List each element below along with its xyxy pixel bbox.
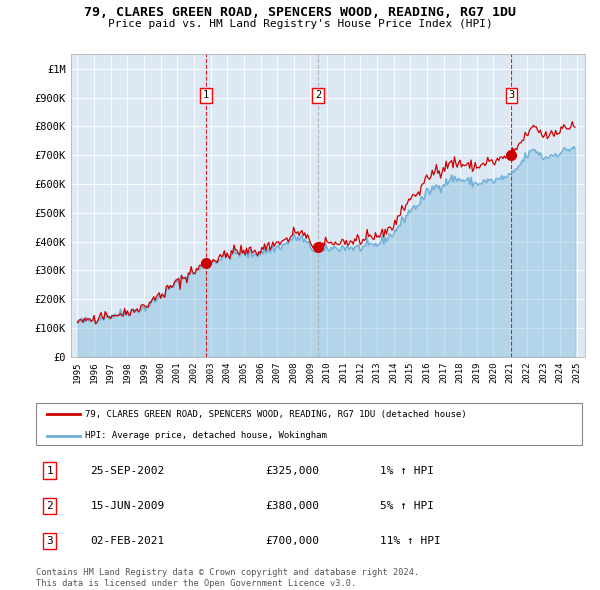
Text: 15-JUN-2009: 15-JUN-2009 xyxy=(91,501,165,511)
Text: £700,000: £700,000 xyxy=(265,536,319,546)
FancyBboxPatch shape xyxy=(36,403,582,445)
Text: 02-FEB-2021: 02-FEB-2021 xyxy=(91,536,165,546)
Text: 11% ↑ HPI: 11% ↑ HPI xyxy=(380,536,441,546)
Text: 1: 1 xyxy=(46,466,53,476)
Text: 79, CLARES GREEN ROAD, SPENCERS WOOD, READING, RG7 1DU (detached house): 79, CLARES GREEN ROAD, SPENCERS WOOD, RE… xyxy=(85,410,467,419)
Text: £380,000: £380,000 xyxy=(265,501,319,511)
Text: 3: 3 xyxy=(508,90,515,100)
Text: This data is licensed under the Open Government Licence v3.0.: This data is licensed under the Open Gov… xyxy=(36,579,356,588)
Text: Contains HM Land Registry data © Crown copyright and database right 2024.: Contains HM Land Registry data © Crown c… xyxy=(36,568,419,576)
Text: 1% ↑ HPI: 1% ↑ HPI xyxy=(380,466,434,476)
Text: Price paid vs. HM Land Registry's House Price Index (HPI): Price paid vs. HM Land Registry's House … xyxy=(107,19,493,29)
Text: 79, CLARES GREEN ROAD, SPENCERS WOOD, READING, RG7 1DU: 79, CLARES GREEN ROAD, SPENCERS WOOD, RE… xyxy=(84,6,516,19)
Text: 3: 3 xyxy=(46,536,53,546)
Text: 2: 2 xyxy=(46,501,53,511)
Text: 25-SEP-2002: 25-SEP-2002 xyxy=(91,466,165,476)
Text: 2: 2 xyxy=(315,90,321,100)
Text: £325,000: £325,000 xyxy=(265,466,319,476)
Text: 5% ↑ HPI: 5% ↑ HPI xyxy=(380,501,434,511)
Text: HPI: Average price, detached house, Wokingham: HPI: Average price, detached house, Woki… xyxy=(85,431,327,440)
Text: 1: 1 xyxy=(203,90,209,100)
